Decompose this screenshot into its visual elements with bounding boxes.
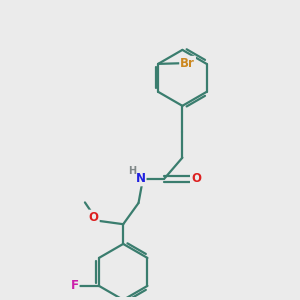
- Text: O: O: [191, 172, 201, 185]
- Text: H: H: [128, 166, 136, 176]
- Text: Br: Br: [180, 57, 195, 70]
- Text: N: N: [136, 172, 146, 185]
- Text: F: F: [70, 279, 79, 292]
- Text: O: O: [89, 211, 99, 224]
